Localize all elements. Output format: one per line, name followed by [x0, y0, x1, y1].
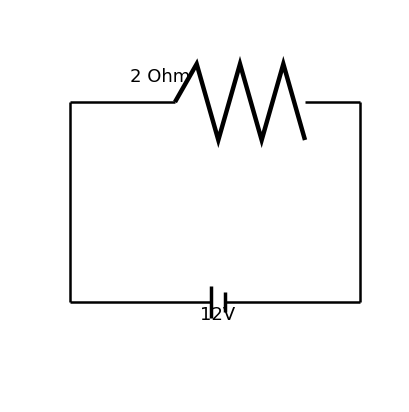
- Text: 2 Ohm: 2 Ohm: [130, 68, 190, 86]
- Text: 12V: 12V: [200, 306, 236, 324]
